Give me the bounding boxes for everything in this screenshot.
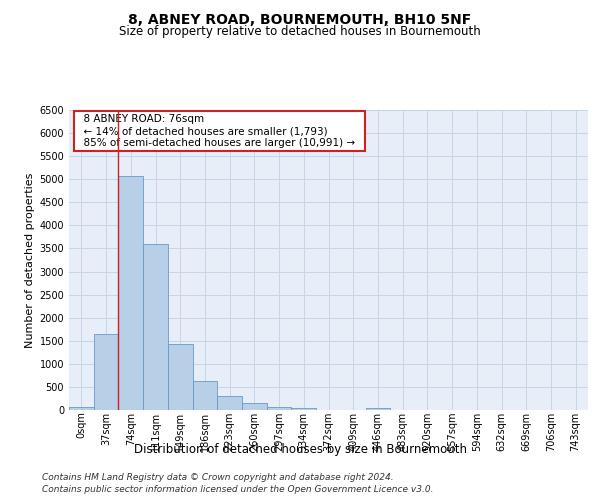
Bar xyxy=(143,244,168,410)
Y-axis label: Number of detached properties: Number of detached properties xyxy=(25,172,35,348)
Bar xyxy=(267,406,292,410)
Text: Contains public sector information licensed under the Open Government Licence v3: Contains public sector information licen… xyxy=(42,485,433,494)
Bar xyxy=(217,396,242,410)
Bar xyxy=(242,403,267,410)
Text: 8 ABNEY ROAD: 76sqm
  ← 14% of detached houses are smaller (1,793)
  85% of semi: 8 ABNEY ROAD: 76sqm ← 14% of detached ho… xyxy=(77,114,361,148)
Bar xyxy=(365,408,390,410)
Bar xyxy=(168,344,193,410)
Text: 8, ABNEY ROAD, BOURNEMOUTH, BH10 5NF: 8, ABNEY ROAD, BOURNEMOUTH, BH10 5NF xyxy=(128,12,472,26)
Bar xyxy=(94,334,118,410)
Bar xyxy=(69,406,94,410)
Text: Contains HM Land Registry data © Crown copyright and database right 2024.: Contains HM Land Registry data © Crown c… xyxy=(42,472,394,482)
Bar xyxy=(193,382,217,410)
Text: Size of property relative to detached houses in Bournemouth: Size of property relative to detached ho… xyxy=(119,25,481,38)
Text: Distribution of detached houses by size in Bournemouth: Distribution of detached houses by size … xyxy=(133,442,467,456)
Bar xyxy=(292,408,316,410)
Bar xyxy=(118,176,143,410)
